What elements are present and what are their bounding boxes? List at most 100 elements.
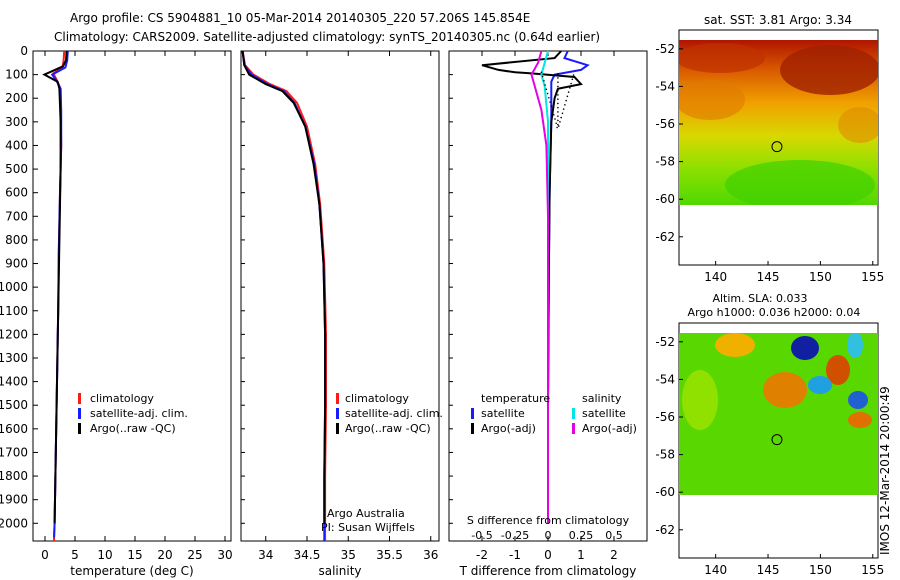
y-tick-label: 0 xyxy=(20,44,28,58)
stipple-dot xyxy=(557,125,560,127)
difference-top-label: S difference from climatology xyxy=(467,514,630,527)
stipple-dot xyxy=(557,123,559,126)
map-y-tick-label: -54 xyxy=(655,372,675,386)
series-line-black xyxy=(241,50,327,524)
x-tick-label: 34.5 xyxy=(294,548,321,562)
legend-climatology: climatology xyxy=(345,392,409,405)
legend-salinity-title: salinity xyxy=(582,392,622,405)
y-tick-label: 200 xyxy=(5,91,28,105)
temperature-panel: 0100200300400500600700800900100011001200… xyxy=(0,44,233,578)
y-tick-label: 2000 xyxy=(0,516,28,530)
stipple-dot xyxy=(545,88,548,91)
x-tick-label: 10 xyxy=(97,548,112,562)
map-y-tick-label: -60 xyxy=(655,192,675,206)
sla-high-blob xyxy=(763,372,807,408)
sla-low-blob xyxy=(808,376,832,394)
map-y-tick-label: -62 xyxy=(655,523,675,537)
map-x-tick-label: 155 xyxy=(861,270,884,284)
sla-low-blob xyxy=(791,336,819,360)
sst-map-title: sat. SST: 3.81 Argo: 3.34 xyxy=(704,13,852,27)
y-tick-label: 500 xyxy=(5,162,28,176)
temperature-y-ticks: 0 100 200 300 400 500 600 700 800 900 1000 1100 1200… xyxy=(0,44,38,530)
salinity-panel: 34 34.5 35 35.5 36 climatology satellite-adj… xyxy=(240,50,443,578)
x-tick-label: 0 xyxy=(544,548,552,562)
sla-high-blob xyxy=(826,355,850,385)
stipple-dot xyxy=(546,92,549,95)
legend-swatch-argo xyxy=(78,423,81,434)
stipple-dot xyxy=(561,112,564,115)
legend-satellite-adj: satellite-adj. clim. xyxy=(90,407,188,420)
y-tick-label: 1000 xyxy=(0,280,28,294)
temperature-axes-frame xyxy=(32,50,232,542)
sla-map-panel: Altim. SLA: 0.033 Argo h1000: 0.036 h200… xyxy=(655,292,884,577)
legend-satellite-adj: satellite-adj. clim. xyxy=(345,407,443,420)
sla-map-title: Altim. SLA: 0.033 xyxy=(712,292,807,305)
legend-argo: Argo(..raw -QC) xyxy=(345,422,431,435)
map-x-tick-label: 150 xyxy=(809,563,832,577)
top-tick-label: 0.25 xyxy=(569,529,594,542)
legend-swatch-t-argo xyxy=(471,423,474,434)
y-tick-label: 1100 xyxy=(0,304,28,318)
sla-heatmap xyxy=(679,333,878,495)
stipple-dot xyxy=(555,122,558,125)
x-tick-label: 30 xyxy=(217,548,232,562)
stipple-dot xyxy=(571,78,574,81)
top-tick-label: 0.5 xyxy=(605,529,623,542)
annotation-argo-australia: Argo Australia xyxy=(327,507,405,520)
stipple-dot xyxy=(557,72,559,75)
legend-s-argo: Argo(-adj) xyxy=(582,422,637,435)
map-x-tick-label: 145 xyxy=(757,563,780,577)
sst-warm-blob xyxy=(780,45,878,95)
y-tick-label: 1500 xyxy=(0,398,28,412)
y-tick-label: 1700 xyxy=(0,445,28,459)
x-tick-label: 15 xyxy=(127,548,142,562)
stipple-dot xyxy=(540,71,543,74)
map-y-tick-label: -54 xyxy=(655,79,675,93)
sla-argo-marker xyxy=(771,434,783,446)
series-line-magenta xyxy=(530,50,549,524)
stipple-dot xyxy=(567,91,570,93)
stipple-dot xyxy=(548,96,550,99)
x-tick-label: 34 xyxy=(258,548,273,562)
stipple-dot xyxy=(549,101,551,103)
map-y-tick-label: -62 xyxy=(655,230,675,244)
legend-swatch-satellite-adj xyxy=(336,408,339,419)
difference-x-label: T difference from climatology xyxy=(459,564,637,578)
stipple-dot xyxy=(557,85,559,88)
difference-panel: -2 -1 0 1 2 -0.5 -0.25 0 0.25 0.5 temperature sa… xyxy=(448,50,648,578)
x-tick-label: 2 xyxy=(610,548,618,562)
y-tick-label: 400 xyxy=(5,138,28,152)
x-tick-label: 5 xyxy=(71,548,79,562)
stipple-dot xyxy=(572,74,575,76)
difference-legend: temperature satellite Argo(-adj) salinit… xyxy=(471,392,637,435)
difference-top-ticks: -0.5 -0.25 0 0.25 0.5 xyxy=(471,529,622,542)
salinity-axes-frame xyxy=(240,50,440,542)
map-y-tick-label: -52 xyxy=(655,335,675,349)
stipple-dot xyxy=(557,81,559,83)
x-tick-label: 35.5 xyxy=(376,548,403,562)
legend-temperature-title: temperature xyxy=(481,392,550,405)
sla-low-blob xyxy=(847,333,863,358)
map-y-tick-label: -58 xyxy=(655,155,675,169)
sla-map-subtitle: Argo h1000: 0.036 h2000: 0.04 xyxy=(688,306,861,319)
stipple-dot xyxy=(560,116,562,119)
y-tick-label: 900 xyxy=(5,257,28,271)
x-tick-label: -1 xyxy=(509,548,521,562)
sla-low-blob xyxy=(848,391,868,409)
x-tick-label: 20 xyxy=(157,548,172,562)
stipple-dot xyxy=(544,84,546,86)
map-x-tick-label: 155 xyxy=(861,563,884,577)
sst-heatmap xyxy=(679,40,878,205)
legend-swatch-argo xyxy=(336,423,339,434)
y-tick-label: 100 xyxy=(5,68,28,82)
map-x-tick-label: 140 xyxy=(704,270,727,284)
legend-t-satellite: satellite xyxy=(481,407,525,420)
stipple-dot xyxy=(557,115,559,117)
stipple-dot xyxy=(556,126,558,129)
stipple-dot xyxy=(557,89,559,92)
sst-warm-blob xyxy=(679,43,765,73)
sla-high-blob xyxy=(848,412,872,428)
y-tick-label: 1900 xyxy=(0,493,28,507)
sst-orange-blob xyxy=(679,80,745,120)
